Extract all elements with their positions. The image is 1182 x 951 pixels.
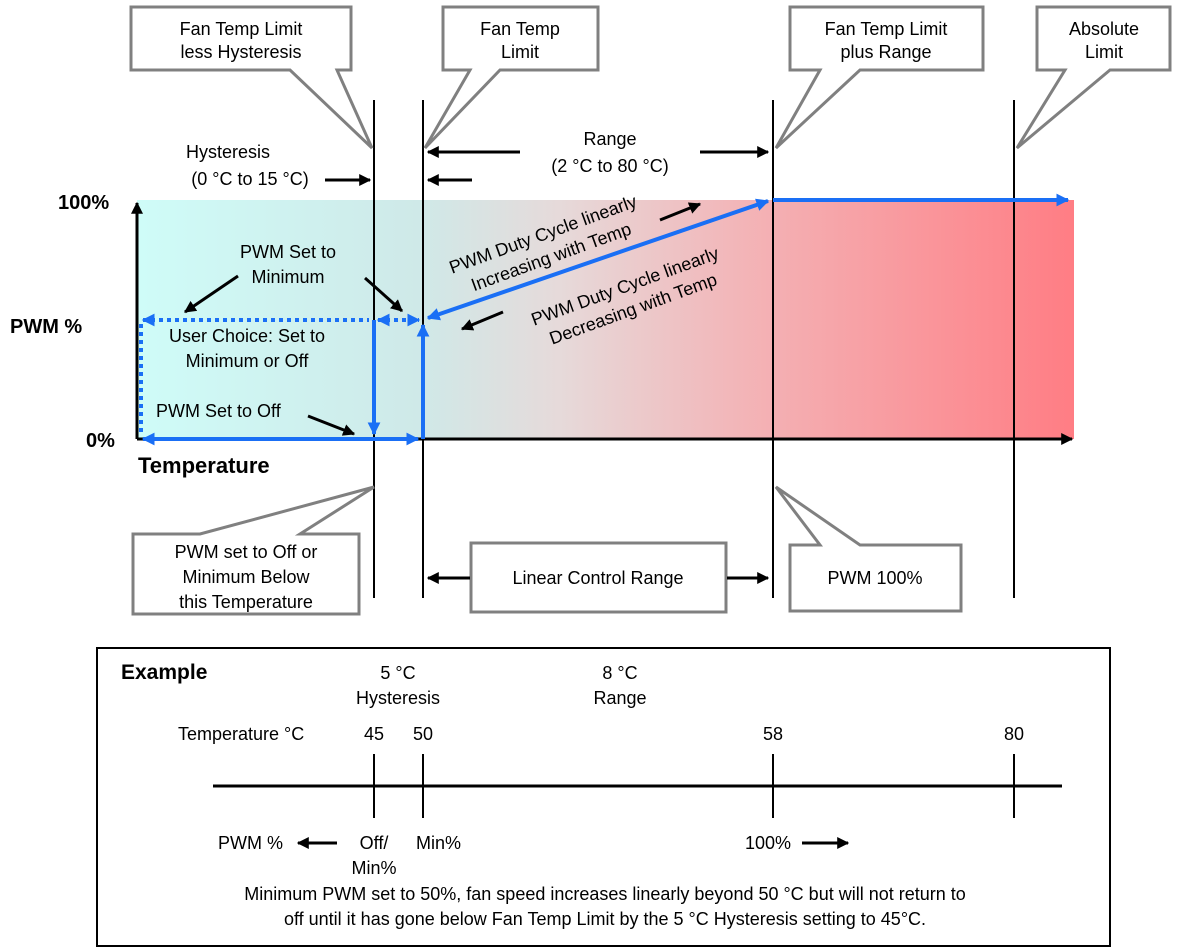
- pwm-min-pointer-right: [364, 276, 403, 313]
- pwm-min-pointer-left: [184, 274, 239, 314]
- callout-text: Limit: [1085, 42, 1123, 62]
- hysteresis-range-label: (0 °C to 15 °C): [191, 169, 308, 189]
- example-off-min-2: Min%: [351, 858, 396, 878]
- pwm-min-label-2: Minimum: [251, 267, 324, 287]
- example-panel: Example 5 °C Hysteresis 8 °C Range Tempe…: [96, 647, 1111, 947]
- callout-text: Limit: [501, 42, 539, 62]
- tick-label: 58: [763, 724, 783, 744]
- hysteresis-label: Hysteresis: [186, 142, 270, 162]
- pwm-min-label: PWM Set to: [240, 242, 336, 262]
- tick-label: 50: [413, 724, 433, 744]
- x-axis-label: Temperature: [138, 453, 270, 478]
- example-range: 8 °C: [602, 663, 637, 683]
- pwm-off-label: PWM Set to Off: [156, 401, 282, 421]
- callout-text: Fan Temp Limit: [180, 19, 303, 39]
- range-span-label: (2 °C to 80 °C): [551, 156, 668, 176]
- example-full-pct: 100%: [745, 833, 791, 853]
- pwm-off-pointer: [307, 414, 356, 436]
- callout-fan-temp-limit-less-hysteresis: Fan Temp Limit less Hysteresis: [129, 5, 374, 150]
- example-title: Example: [121, 661, 207, 684]
- callout-pwm-100: PWM 100%: [774, 485, 963, 613]
- example-off-min: Off/: [360, 833, 389, 853]
- callout-text: less Hysteresis: [180, 42, 301, 62]
- callout-text: Linear Control Range: [512, 568, 683, 588]
- decreasing-pointer: [460, 310, 504, 331]
- y-axis-label: PWM %: [10, 316, 82, 338]
- callout-text: PWM set to Off or: [175, 542, 318, 562]
- example-pwm-label: PWM %: [218, 833, 283, 853]
- example-min-pct: Min%: [416, 833, 461, 853]
- y-max-label: 100%: [58, 192, 109, 214]
- callout-text: plus Range: [840, 42, 931, 62]
- tick-label: 80: [1004, 724, 1024, 744]
- callout-text: Absolute: [1069, 19, 1139, 39]
- callout-text: Fan Temp Limit: [825, 19, 948, 39]
- callout-text: PWM 100%: [827, 568, 922, 588]
- example-note-line-1: Minimum PWM set to 50%, fan speed increa…: [244, 884, 966, 904]
- callout-fan-temp-limit: Fan Temp Limit: [423, 5, 600, 150]
- callout-linear-control-range: Linear Control Range: [469, 541, 728, 614]
- callout-text: Fan Temp: [480, 19, 560, 39]
- callout-pwm-off-below-temp: PWM set to Off or Minimum Below this Tem…: [131, 485, 375, 616]
- range-label: Range: [583, 129, 636, 149]
- callout-text: Minimum Below: [182, 567, 310, 587]
- example-temp-label: Temperature °C: [178, 724, 304, 744]
- example-note-line-2: off until it has gone below Fan Temp Lim…: [284, 909, 926, 929]
- example-hysteresis-2: Hysteresis: [356, 688, 440, 708]
- tick-label: 45: [364, 724, 384, 744]
- increasing-pointer: [659, 202, 702, 222]
- callout-text: this Temperature: [179, 592, 313, 612]
- example-range-2: Range: [593, 688, 646, 708]
- y-min-label: 0%: [86, 430, 115, 452]
- user-choice-label-2: Minimum or Off: [186, 351, 310, 371]
- example-hysteresis: 5 °C: [380, 663, 415, 683]
- user-choice-label: User Choice: Set to: [169, 326, 325, 346]
- callout-absolute-limit: Absolute Limit: [1015, 5, 1172, 150]
- callout-fan-temp-limit-plus-range: Fan Temp Limit plus Range: [774, 5, 985, 150]
- pwm-linear-ramp: [426, 198, 770, 321]
